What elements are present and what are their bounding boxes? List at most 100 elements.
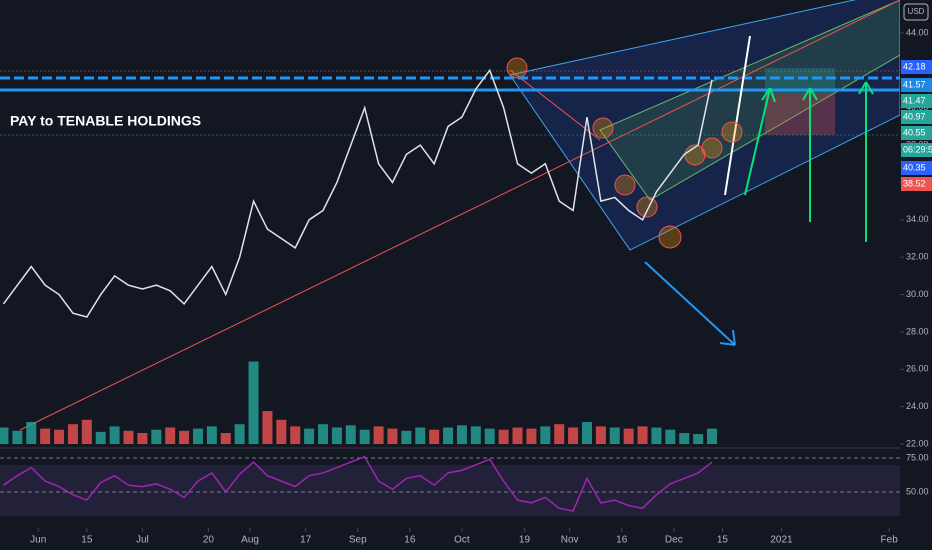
price-tag-label: 06:29:53 xyxy=(903,144,932,154)
rsi-tick-label: 50.00 xyxy=(906,486,929,496)
price-tag-label: 41.47 xyxy=(903,95,926,105)
volume-bar xyxy=(554,424,565,444)
volume-bar xyxy=(568,427,579,444)
volume-bar xyxy=(345,425,356,444)
volume-bar xyxy=(81,419,92,444)
rsi-tick-label: 75.00 xyxy=(906,452,929,462)
channels xyxy=(0,0,901,431)
y-tick-label: 34.00 xyxy=(906,214,929,224)
x-tick-label: 2021 xyxy=(770,535,793,546)
price-tag xyxy=(901,110,932,124)
x-tick-label: 17 xyxy=(300,535,312,546)
x-tick-label: 19 xyxy=(519,535,531,546)
volume-bar xyxy=(707,428,718,444)
volume-bar xyxy=(623,428,634,444)
volume-bar xyxy=(109,426,120,444)
volume-bar xyxy=(387,428,398,444)
y-tick-label: 22.00 xyxy=(906,438,929,448)
volume-bar xyxy=(54,429,65,444)
price-tag xyxy=(901,177,932,191)
volume-bar xyxy=(248,361,259,444)
price-tag xyxy=(901,126,932,140)
volume-bar xyxy=(318,424,329,444)
volume-bar xyxy=(693,434,704,444)
volume-bar xyxy=(415,427,426,444)
volume-bar xyxy=(95,431,106,444)
x-tick-label: Dec xyxy=(665,535,683,546)
volume-bar xyxy=(262,411,273,444)
x-tick-label: Nov xyxy=(561,535,579,546)
volume-bar xyxy=(220,433,231,444)
x-tick-label: Jul xyxy=(136,535,149,546)
volume-bar xyxy=(651,427,662,444)
volume-bar xyxy=(470,426,481,444)
x-tick-label: Oct xyxy=(454,535,470,546)
volume-bar xyxy=(679,433,690,444)
volume-bar xyxy=(637,426,648,444)
volume-bar xyxy=(401,430,412,444)
y-tick-label: 32.00 xyxy=(906,252,929,262)
volume-bar xyxy=(276,419,287,444)
x-tick-label: 20 xyxy=(203,535,215,546)
x-tick-label: 15 xyxy=(717,535,729,546)
x-tick-label: Sep xyxy=(349,535,367,546)
volume-bar xyxy=(665,429,676,444)
price-tag-label: 42.18 xyxy=(903,61,926,71)
price-tag xyxy=(901,161,932,175)
currency: USD xyxy=(908,7,925,16)
price-tag-label: 40.97 xyxy=(903,111,926,121)
y-tick-label: 28.00 xyxy=(906,326,929,336)
volume-bar xyxy=(373,426,384,444)
chart-title: PAY to TENABLE HOLDINGS xyxy=(10,113,201,129)
rsi-line xyxy=(3,455,713,512)
price-tag-label: 41.57 xyxy=(903,79,926,89)
y-tick-label: 24.00 xyxy=(906,401,929,411)
volume-bar xyxy=(165,427,176,444)
volume-bar xyxy=(290,426,301,444)
volume-bar xyxy=(137,433,148,444)
annotations xyxy=(506,35,874,346)
price-tag xyxy=(901,78,932,92)
volume-bar xyxy=(512,427,523,444)
price-tag-label: 40.55 xyxy=(903,127,926,137)
volume-bar xyxy=(456,425,467,444)
price-tag xyxy=(901,94,932,108)
volume-bar xyxy=(429,429,440,444)
volume-bar xyxy=(304,428,315,444)
volume-bar xyxy=(12,430,23,444)
volume-bar xyxy=(331,427,342,444)
price-tag xyxy=(901,60,932,74)
volume-bar xyxy=(123,430,134,444)
y-tick-label: 44.00 xyxy=(906,27,929,37)
x-tick-label: 15 xyxy=(81,535,93,546)
price-tag-label: 40.35 xyxy=(903,162,926,172)
price-tag xyxy=(901,143,932,157)
volume-bar xyxy=(498,429,509,444)
y-tick-label: 30.00 xyxy=(906,289,929,299)
volume-bar xyxy=(192,428,203,444)
x-tick-label: 16 xyxy=(404,535,416,546)
x-tick-label: Feb xyxy=(881,535,899,546)
volume-bar xyxy=(26,422,37,444)
price-tag-label: 38.52 xyxy=(903,178,926,188)
volume-bar xyxy=(595,426,606,444)
volume-bar xyxy=(581,422,592,444)
x-tick-label: Jun xyxy=(30,535,46,546)
y-tick-label: 26.00 xyxy=(906,364,929,374)
currency-box xyxy=(903,3,929,21)
volume-bar xyxy=(151,429,162,444)
x-tick-label: Aug xyxy=(241,535,259,546)
volume-bar xyxy=(179,430,190,444)
rsi-panel xyxy=(0,447,900,516)
volume-bar xyxy=(609,427,620,444)
volume-bar xyxy=(443,427,454,444)
volume-bar xyxy=(359,429,370,444)
volume-bar xyxy=(67,424,78,444)
volume-bar xyxy=(206,426,217,444)
volume-bar xyxy=(484,428,495,444)
volume-bar xyxy=(234,424,245,444)
volume-bar xyxy=(540,426,551,444)
price-line xyxy=(2,68,713,318)
volume-bar xyxy=(40,428,51,444)
